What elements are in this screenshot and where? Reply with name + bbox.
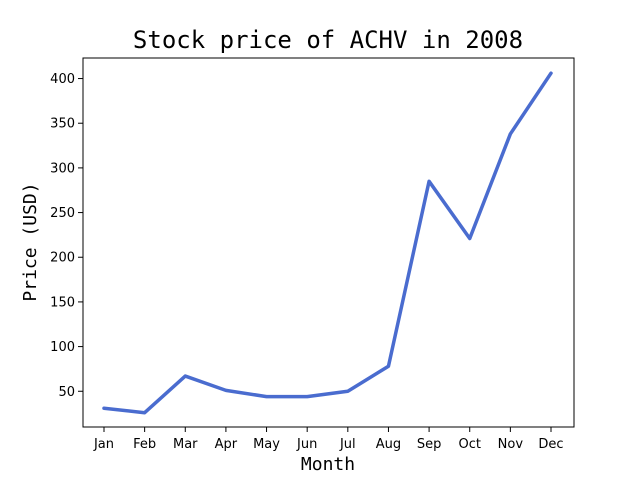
x-tick-label: Jul bbox=[339, 437, 356, 452]
x-tick-label: May bbox=[253, 437, 280, 452]
plot-area bbox=[82, 57, 575, 428]
price-series-line bbox=[102, 71, 553, 415]
x-axis: Jan Feb Mar Apr May Jun Jul Aug Sep Oct Nov Dec bbox=[93, 427, 564, 452]
y-tick-label: 300 bbox=[50, 161, 75, 176]
y-axis: 50 100 150 200 250 300 350 400 bbox=[50, 72, 83, 400]
y-axis-label: Price (USD) bbox=[20, 182, 41, 301]
x-tick-label: Dec bbox=[538, 437, 563, 452]
x-tick-label: Jun bbox=[296, 437, 317, 452]
x-tick-label: Nov bbox=[498, 437, 524, 452]
y-tick-label: 100 bbox=[50, 340, 75, 355]
x-tick-label: Mar bbox=[173, 437, 198, 452]
x-axis-label: Month bbox=[301, 454, 355, 475]
x-tick-label: Sep bbox=[417, 437, 442, 452]
x-tick-label: Aug bbox=[376, 437, 401, 452]
x-tick-label: Feb bbox=[133, 437, 156, 452]
chart-title: Stock price of ACHV in 2008 bbox=[133, 26, 523, 54]
series-layer bbox=[102, 71, 553, 415]
y-tick-label: 400 bbox=[50, 72, 75, 87]
y-tick-label: 200 bbox=[50, 251, 75, 266]
x-tick-label: Jan bbox=[93, 437, 114, 452]
y-tick-label: 50 bbox=[58, 385, 75, 400]
y-tick-label: 150 bbox=[50, 295, 75, 310]
y-tick-label: 350 bbox=[50, 117, 75, 132]
x-tick-label: Oct bbox=[458, 437, 480, 452]
x-tick-label: Apr bbox=[215, 437, 238, 452]
y-tick-label: 250 bbox=[50, 206, 75, 221]
